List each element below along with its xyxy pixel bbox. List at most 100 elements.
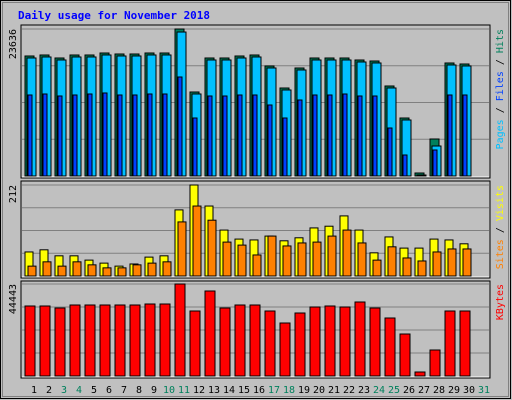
bar — [402, 257, 412, 277]
bar — [99, 304, 111, 377]
bar — [372, 259, 382, 277]
legend-entry: Visits — [495, 185, 506, 221]
bar — [327, 94, 333, 177]
bar — [177, 221, 187, 277]
legend-separator: / — [495, 221, 506, 239]
x-tick-label: 11 — [178, 385, 190, 396]
bar — [177, 76, 183, 177]
bar — [237, 244, 247, 277]
x-tick-label: 22 — [343, 385, 355, 396]
x-tick-label: 14 — [223, 385, 235, 396]
x-tick-label: 20 — [313, 385, 325, 396]
bar — [279, 322, 291, 377]
bar — [402, 154, 408, 177]
bar — [162, 93, 168, 177]
bar — [309, 306, 321, 377]
x-tick-label: 19 — [298, 385, 310, 396]
bar — [162, 261, 172, 277]
y-tick-label: 212 — [8, 185, 19, 203]
bar — [414, 371, 426, 377]
bar — [384, 317, 396, 377]
bar — [222, 241, 232, 277]
bar — [57, 265, 67, 277]
bar — [117, 267, 127, 277]
bar — [219, 307, 231, 377]
x-tick-label: 25 — [388, 385, 400, 396]
bar — [432, 251, 442, 277]
bar — [294, 312, 306, 377]
legend: KBytes — [495, 284, 506, 320]
legend-entry: Hits — [495, 29, 506, 53]
bar — [387, 246, 397, 277]
bar — [102, 92, 108, 177]
x-tick-label: 31 — [478, 385, 490, 396]
bar — [234, 304, 246, 377]
bar — [69, 304, 81, 377]
x-tick-label: 7 — [121, 385, 127, 396]
bar — [369, 307, 381, 377]
bar — [357, 242, 367, 277]
bar — [174, 283, 186, 377]
bar — [462, 248, 472, 277]
x-tick-label: 12 — [193, 385, 205, 396]
bar — [222, 95, 228, 177]
y-tick-label: 23636 — [8, 29, 19, 59]
bar — [147, 93, 153, 177]
bar — [372, 95, 378, 177]
bar — [237, 94, 243, 177]
legend-entry: KBytes — [495, 284, 506, 320]
x-tick-label: 29 — [448, 385, 460, 396]
bar — [129, 304, 141, 377]
x-tick-label: 28 — [433, 385, 445, 396]
bar — [417, 174, 423, 177]
x-tick-label: 4 — [76, 385, 82, 396]
x-tick-label: 23 — [358, 385, 370, 396]
inner-frame — [2, 2, 509, 397]
bar — [447, 248, 457, 277]
x-tick-label: 18 — [283, 385, 295, 396]
bar — [429, 349, 441, 377]
x-tick-label: 10 — [163, 385, 175, 396]
bar — [54, 307, 66, 377]
bar — [207, 219, 217, 277]
x-tick-label: 15 — [238, 385, 250, 396]
bar — [432, 149, 438, 177]
bar — [132, 94, 138, 177]
bar — [387, 127, 393, 177]
bar — [312, 94, 318, 177]
bar — [264, 310, 276, 377]
bar — [117, 94, 123, 177]
bar — [192, 117, 198, 177]
bar — [24, 305, 36, 377]
x-tick-label: 26 — [403, 385, 415, 396]
bar — [462, 94, 468, 177]
x-tick-label: 30 — [463, 385, 475, 396]
bar — [42, 93, 48, 177]
bar — [72, 94, 78, 177]
bar — [399, 333, 411, 377]
bar — [147, 262, 157, 277]
x-tick-label: 6 — [106, 385, 112, 396]
x-tick-label: 5 — [91, 385, 97, 396]
bar — [189, 310, 201, 377]
bar — [144, 303, 156, 377]
bar — [444, 310, 456, 377]
bar — [72, 261, 82, 277]
bar — [249, 304, 261, 377]
bar — [417, 260, 427, 277]
bar — [282, 245, 292, 277]
bar — [42, 261, 52, 277]
x-tick-label: 13 — [208, 385, 220, 396]
x-tick-label: 8 — [136, 385, 142, 396]
legend-entry: Sites — [495, 239, 506, 269]
bar — [207, 95, 213, 177]
bar — [87, 264, 97, 277]
bar — [282, 117, 288, 177]
bar — [312, 241, 322, 277]
legend-entry: Pages — [495, 119, 506, 149]
bar — [27, 265, 37, 277]
legend: Pages / Files / Hits — [495, 29, 506, 149]
bar — [57, 95, 63, 177]
x-tick-label: 2 — [46, 385, 52, 396]
